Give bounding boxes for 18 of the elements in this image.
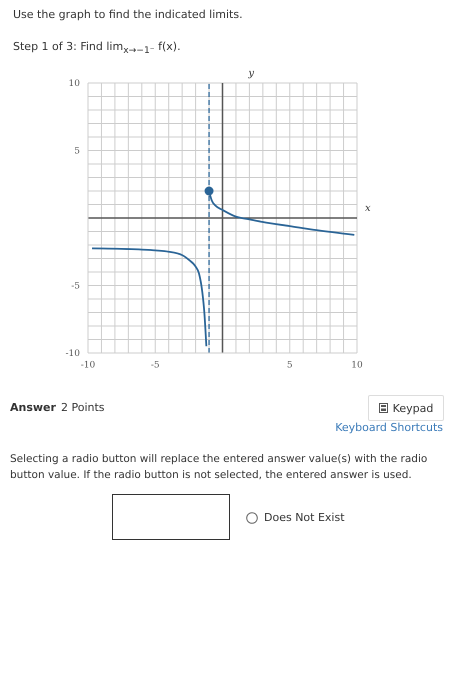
- chart-subtitle: Step 1 of 3: Find lim$_{x→−1⁻}$ f(x).: [13, 40, 181, 56]
- x-axis-title: x: [365, 203, 371, 214]
- x-tick-label: 5: [286, 360, 293, 370]
- y-axis-title: y: [247, 68, 254, 80]
- text: Answer: [10, 401, 56, 414]
- text: Selecting a radio button will replace the entered answer value(s) with the radio button value. If the radio button is not selected, the entered answer is used.: [10, 452, 428, 483]
- y-tick-label: 5: [74, 146, 80, 157]
- y-tick-label: 10: [68, 79, 80, 90]
- y-tick-label: -5: [71, 282, 80, 292]
- x-tick-label: 10: [351, 360, 363, 370]
- y-tick-label: -10: [66, 349, 80, 360]
- chart-title: Use the graph to find the indicated limits.: [13, 8, 243, 21]
- x-tick-label: -10: [80, 360, 96, 370]
- text: Does Not Exist: [264, 511, 345, 524]
- text: Keypad: [392, 402, 434, 414]
- x-tick-label: -5: [150, 360, 160, 370]
- text: Keyboard Shortcuts: [335, 421, 443, 434]
- text: 2 Points: [61, 401, 105, 414]
